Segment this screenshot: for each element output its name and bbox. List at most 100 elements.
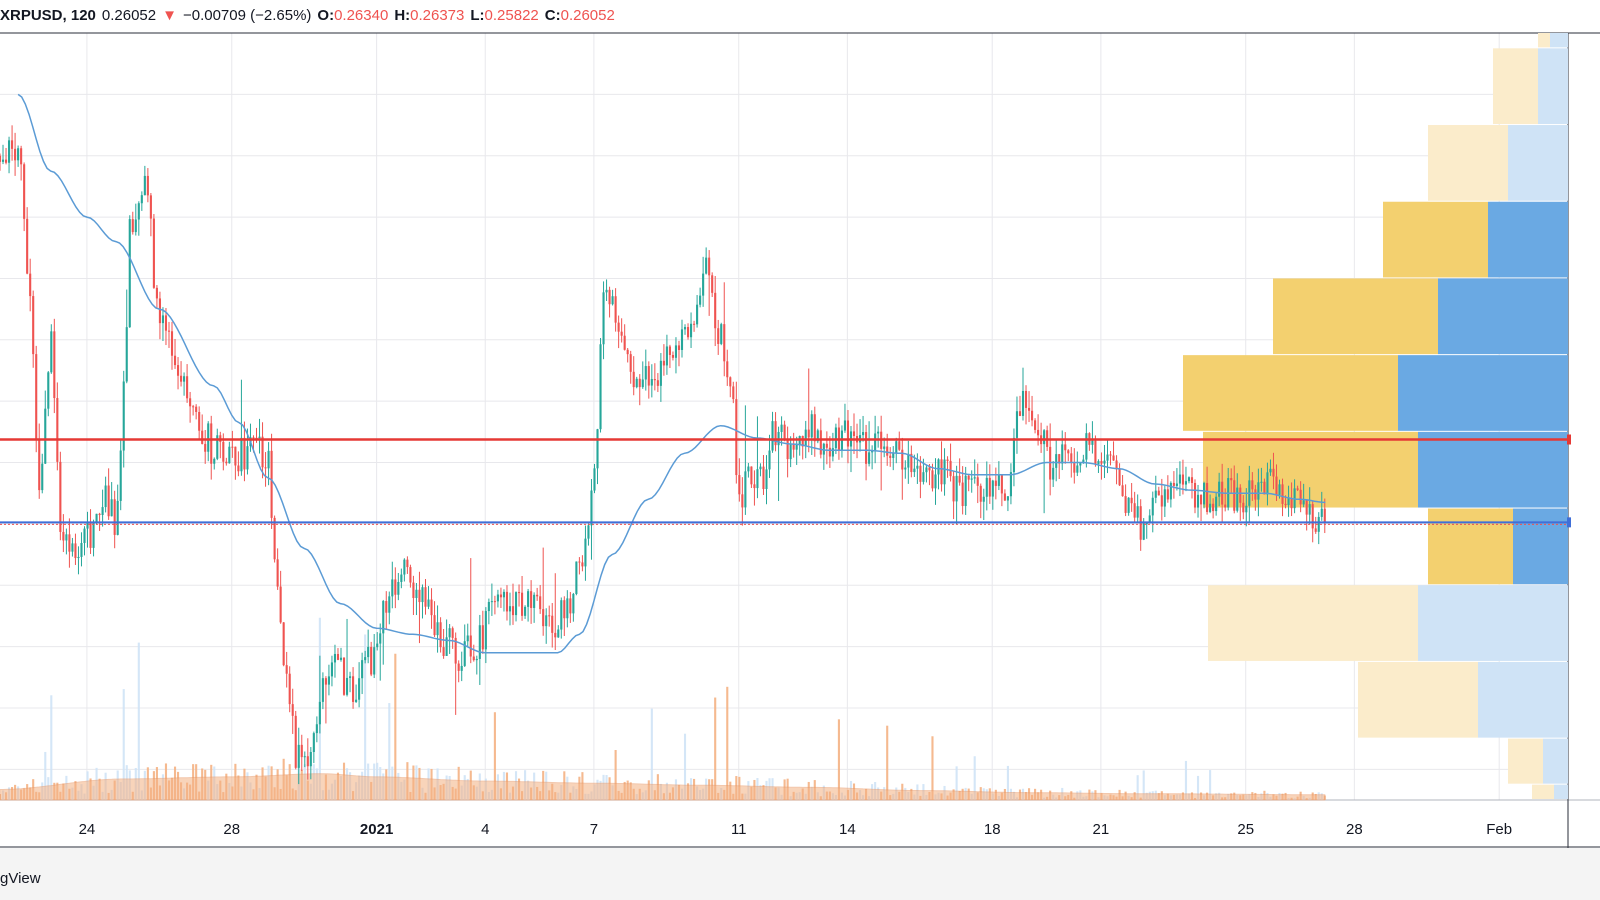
candle-body	[762, 466, 765, 490]
candle-body	[1320, 508, 1323, 517]
candle-body	[635, 378, 638, 388]
candle-body	[865, 432, 868, 464]
candle-body	[1260, 481, 1263, 483]
candle-body	[228, 446, 231, 464]
x-tick-label: 14	[839, 821, 856, 838]
candle-body	[1094, 440, 1097, 465]
candle-body	[457, 663, 460, 671]
candle-body	[330, 662, 334, 677]
candle-body	[74, 543, 77, 559]
volume-profile-up-bar	[1383, 201, 1488, 278]
time-axis[interactable]: 24 28 2021 4 7 11 14 18 21 25 28 Feb	[79, 821, 1513, 838]
candle-body	[774, 421, 777, 446]
moving-average-line	[17, 93, 1326, 654]
candle-body	[146, 175, 149, 196]
candle-body	[810, 414, 813, 438]
candle-body	[1272, 468, 1275, 477]
volume-bar	[714, 697, 717, 800]
candle-body	[267, 450, 270, 469]
candle-body	[493, 601, 496, 603]
candle-body	[1178, 474, 1181, 484]
candle-body	[110, 499, 113, 517]
candle-body	[421, 587, 424, 603]
candle-body	[333, 653, 337, 663]
candle-body	[210, 423, 213, 464]
candle-body	[696, 304, 699, 325]
candle-body	[1175, 483, 1178, 486]
candle-body	[204, 443, 207, 452]
candle-body	[68, 534, 71, 552]
candle-body	[819, 430, 822, 455]
brand-text[interactable]: gView	[0, 870, 41, 887]
candle-body	[234, 446, 237, 466]
candle-body	[1003, 493, 1006, 501]
candle-body	[542, 609, 545, 627]
symbol-interval[interactable]: XRPUSD, 120	[0, 6, 96, 24]
candle-body	[638, 378, 641, 388]
candle-body	[925, 467, 928, 473]
candle-body	[614, 296, 617, 323]
candle-body	[198, 411, 201, 431]
candle-body	[303, 756, 306, 758]
volume-profile-up-bar	[1208, 585, 1418, 661]
candle-body	[593, 468, 596, 491]
candle-body	[807, 429, 810, 438]
candle-body	[937, 459, 940, 475]
volume-bar	[364, 634, 367, 800]
candle-body	[170, 331, 174, 356]
candle-body	[391, 579, 394, 597]
candle-body	[991, 480, 994, 497]
candle-body	[80, 542, 83, 557]
candle-body	[1097, 461, 1100, 465]
close-value: 0.26052	[560, 6, 615, 24]
candle-body	[231, 446, 234, 448]
candle-body	[478, 625, 481, 659]
moving-average	[17, 93, 1326, 654]
candle-body	[958, 475, 961, 483]
volume-bar	[1006, 765, 1009, 800]
candle-body	[288, 673, 291, 705]
candle-body	[584, 538, 587, 567]
candle-body	[445, 637, 448, 656]
candle-body	[1076, 465, 1079, 473]
candle-body	[979, 485, 982, 502]
candle-body	[566, 598, 569, 619]
candle-body	[92, 521, 95, 548]
candle-body	[862, 432, 865, 436]
candle-body	[874, 433, 877, 452]
candle-body	[590, 490, 593, 526]
candle-body	[623, 335, 626, 350]
candle-body	[949, 460, 952, 477]
candle-body	[1109, 454, 1112, 456]
candle-body	[86, 523, 89, 529]
price-chart[interactable]: 24 28 2021 4 7 11 14 18 21 25 28 Feb	[0, 0, 1600, 848]
candle-body	[901, 449, 904, 470]
candle-body	[967, 475, 970, 480]
candle-body	[484, 611, 487, 650]
candle-body	[871, 451, 874, 453]
x-tick-label: 18	[984, 821, 1001, 838]
last-price-marker	[1567, 517, 1571, 528]
candle-body	[454, 637, 457, 664]
candle-body	[309, 752, 312, 767]
candle-body	[747, 466, 750, 472]
candle-body	[569, 598, 572, 614]
candle-body	[1000, 475, 1003, 494]
candle-body	[671, 354, 675, 358]
candle-body	[620, 331, 623, 336]
candle-body	[554, 632, 557, 638]
candle-body	[101, 507, 104, 516]
candle-body	[982, 496, 985, 502]
candle-body	[83, 528, 86, 543]
candle-body	[892, 453, 895, 458]
candle-body	[77, 556, 80, 559]
candle-body	[922, 472, 925, 482]
x-tick-label: Feb	[1486, 821, 1512, 838]
candle-body	[285, 665, 288, 674]
candle-body	[237, 465, 240, 472]
volume-bar	[493, 712, 496, 800]
candle-body	[439, 622, 442, 648]
candle-body	[895, 441, 898, 454]
candle-body	[47, 372, 50, 409]
candle-body	[345, 677, 349, 695]
